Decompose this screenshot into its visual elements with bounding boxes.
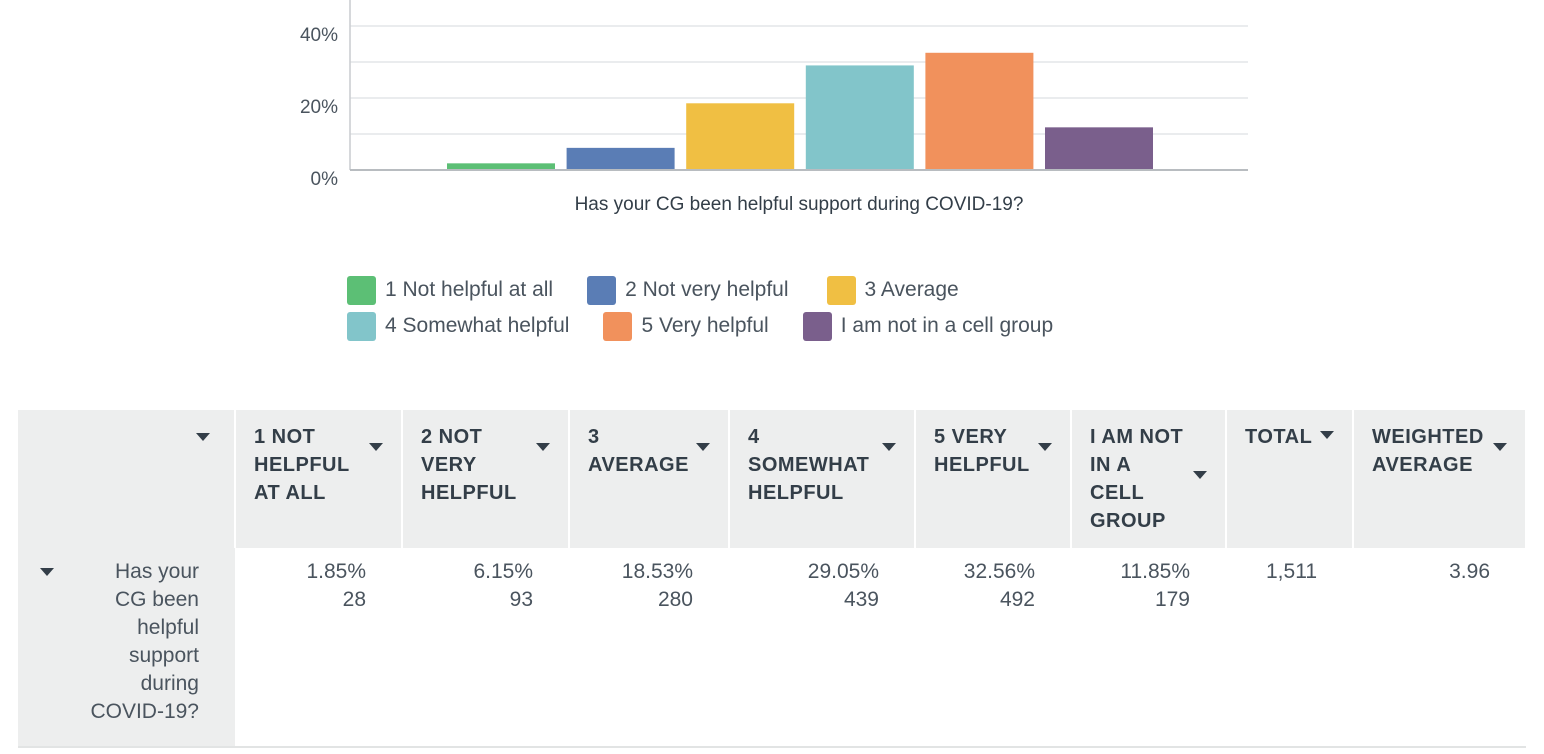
- legend-item-very-helpful[interactable]: 5 Very helpful: [603, 311, 769, 341]
- legend-item-not-helpful[interactable]: 1 Not helpful at all: [347, 275, 554, 305]
- chart-bars: [447, 52, 1153, 171]
- cell-count: 179: [1154, 588, 1190, 611]
- legend-label: 2 Not very helpful: [625, 278, 789, 301]
- cell-not-helpful: 1.85% 28: [235, 548, 402, 748]
- cell-average: 18.53% 280: [569, 548, 729, 748]
- header-label: 5 VERY HELPFUL: [934, 426, 1030, 476]
- legend-label: 5 Very helpful: [641, 314, 769, 337]
- caret-down-icon[interactable]: [1493, 443, 1507, 451]
- x-axis-category-label: Has your CG been helpful support during …: [575, 194, 1024, 215]
- cell-percent: 11.85%: [1120, 560, 1190, 583]
- cell-somewhat-helpful: 29.05% 439: [729, 548, 915, 748]
- sort-header-somewhat-helpful[interactable]: 4 SOMEWHAT HELPFUL: [729, 410, 916, 548]
- sort-header-not-helpful[interactable]: 1 NOT HELPFUL AT ALL: [235, 410, 403, 548]
- legend-swatch: [587, 275, 617, 305]
- cell-count: 439: [843, 588, 879, 611]
- legend-label: 1 Not helpful at all: [385, 278, 554, 301]
- cell-count: 28: [342, 588, 366, 611]
- bar-3[interactable]: [686, 103, 795, 170]
- legend-row-1: 1 Not helpful at all 2 Not very helpful …: [347, 272, 1167, 308]
- results-table: 1 NOT HELPFUL AT ALL 2 NOT VERY HELPFUL …: [18, 410, 1527, 748]
- legend-swatch: [802, 311, 832, 341]
- cell-count: 280: [657, 588, 693, 611]
- table-header-row: 1 NOT HELPFUL AT ALL 2 NOT VERY HELPFUL …: [18, 410, 1527, 548]
- y-tick-label: 40%: [300, 25, 338, 46]
- y-axis-ticks: 0% 20% 40%: [300, 25, 338, 190]
- y-tick-label: 20%: [300, 97, 338, 118]
- header-label: TOTAL: [1245, 426, 1313, 448]
- caret-down-icon[interactable]: [196, 433, 210, 441]
- legend-item-somewhat-helpful[interactable]: 4 Somewhat helpful: [347, 311, 570, 341]
- bar-5[interactable]: [925, 52, 1034, 171]
- bar-chart: 0% 20% 40% Has your CG been helpful suppor…: [300, 0, 1248, 215]
- legend-label: 4 Somewhat helpful: [385, 314, 570, 337]
- header-label: 4 SOMEWHAT HELPFUL: [748, 426, 870, 504]
- cell-count: 93: [509, 588, 533, 611]
- caret-down-icon[interactable]: [1320, 431, 1334, 439]
- bar-2[interactable]: [566, 147, 675, 170]
- header-label: 3 AVERAGE: [588, 426, 689, 476]
- sort-header-average[interactable]: 3 AVERAGE: [569, 410, 730, 548]
- cell-percent: 6.15%: [473, 560, 533, 583]
- caret-down-icon[interactable]: [369, 443, 383, 451]
- legend-swatch: [826, 275, 856, 305]
- sort-header-not-in-cell-group[interactable]: I AM NOT IN A CELL GROUP: [1071, 410, 1227, 548]
- legend-label: 3 Average: [864, 278, 959, 301]
- cell-percent: 1.85%: [306, 560, 366, 583]
- legend-swatch: [603, 311, 633, 341]
- cell-not-in-cell-group: 11.85% 179: [1071, 548, 1226, 748]
- legend-item-not-in-cell-group[interactable]: I am not in a cell group: [802, 311, 1054, 341]
- header-label: I AM NOT IN A CELL GROUP: [1090, 426, 1184, 532]
- caret-down-icon[interactable]: [882, 443, 896, 451]
- sort-header-weighted-average[interactable]: WEIGHTED AVERAGE: [1353, 410, 1527, 548]
- row-header-cell[interactable]: Has your CG been helpful support during …: [18, 548, 235, 748]
- table-row: Has your CG been helpful support during …: [18, 548, 1526, 748]
- legend-row-2: 4 Somewhat helpful 5 Very helpful I am n…: [347, 308, 1167, 344]
- row-label: Has your CG been helpful support during …: [90, 560, 199, 723]
- legend-item-not-very-helpful[interactable]: 2 Not very helpful: [587, 275, 789, 305]
- sort-header-total[interactable]: TOTAL: [1226, 410, 1354, 548]
- caret-down-icon[interactable]: [1193, 471, 1207, 479]
- bar-6[interactable]: [1045, 127, 1153, 170]
- cell-not-very-helpful: 6.15% 93: [402, 548, 569, 748]
- header-label: 1 NOT HELPFUL AT ALL: [254, 426, 350, 504]
- legend-swatch: [347, 275, 376, 305]
- caret-down-icon[interactable]: [536, 443, 550, 451]
- bar-4[interactable]: [805, 65, 914, 170]
- legend-swatch: [347, 311, 376, 341]
- header-label: 2 NOT VERY HELPFUL: [421, 426, 517, 504]
- cell-percent: 32.56%: [963, 560, 1035, 583]
- caret-down-icon[interactable]: [696, 443, 710, 451]
- bar-1[interactable]: [447, 163, 555, 170]
- cell-weighted-average: 3.96: [1353, 548, 1526, 748]
- header-label: WEIGHTED AVERAGE: [1372, 426, 1484, 476]
- sort-header-very-helpful[interactable]: 5 VERY HELPFUL: [915, 410, 1072, 548]
- y-tick-label: 0%: [311, 169, 339, 190]
- chart-legend: 1 Not helpful at all 2 Not very helpful …: [347, 272, 1167, 344]
- cell-count: 492: [999, 588, 1035, 611]
- cell-percent: 29.05%: [807, 560, 879, 583]
- cell-percent: 18.53%: [621, 560, 693, 583]
- legend-label: I am not in a cell group: [840, 314, 1054, 337]
- legend-item-average[interactable]: 3 Average: [826, 275, 959, 305]
- sort-header-question[interactable]: [18, 410, 236, 548]
- chart-gridlines: [350, 25, 1248, 135]
- caret-down-icon[interactable]: [1038, 443, 1052, 451]
- sort-header-not-very-helpful[interactable]: 2 NOT VERY HELPFUL: [402, 410, 570, 548]
- cell-very-helpful: 32.56% 492: [915, 548, 1071, 748]
- caret-down-icon[interactable]: [40, 568, 54, 576]
- cell-total: 1,511: [1226, 548, 1353, 748]
